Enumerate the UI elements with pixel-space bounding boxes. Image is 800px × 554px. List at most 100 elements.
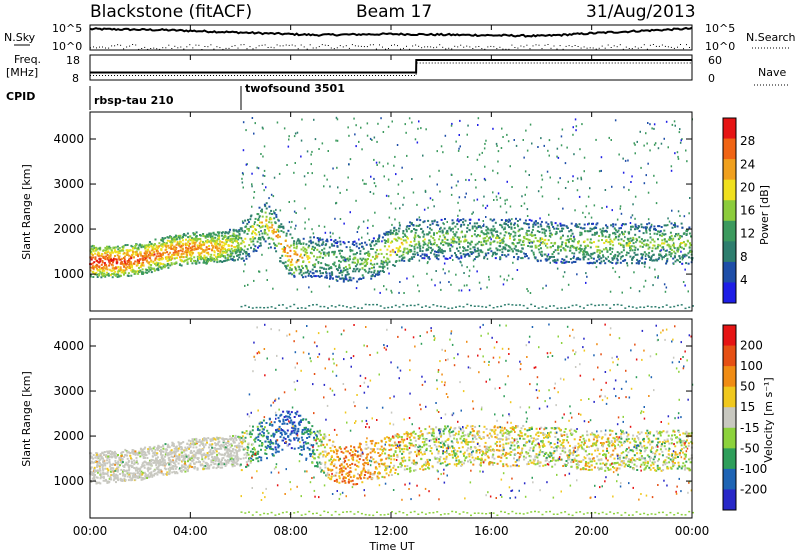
data-point — [443, 250, 446, 253]
data-point — [102, 473, 105, 476]
data-point — [90, 466, 93, 469]
data-point — [307, 255, 310, 258]
data-point — [156, 461, 159, 464]
data-point — [110, 257, 113, 260]
data-point — [156, 252, 159, 255]
data-point — [534, 237, 537, 239]
data-point — [331, 251, 334, 254]
data-point — [337, 275, 340, 278]
data-point — [288, 258, 291, 261]
data-point — [368, 304, 371, 306]
data-point — [136, 462, 139, 465]
data-point — [263, 145, 266, 148]
data-point — [293, 303, 296, 306]
data-point — [634, 249, 637, 252]
data-point — [165, 451, 168, 454]
data-point — [244, 263, 246, 266]
data-point — [96, 476, 99, 479]
data-point — [368, 255, 371, 258]
data-point — [325, 239, 328, 242]
data-point — [101, 452, 104, 455]
data-point — [614, 237, 617, 240]
data-point — [496, 241, 499, 244]
data-point — [125, 263, 128, 266]
data-point — [156, 473, 159, 476]
data-point — [597, 254, 600, 257]
data-point — [326, 264, 329, 267]
data-point — [658, 225, 661, 228]
data-point — [263, 169, 266, 172]
data-point — [537, 146, 539, 148]
data-point — [204, 236, 207, 239]
data-point — [378, 235, 381, 238]
data-point — [416, 246, 419, 249]
data-point — [231, 252, 234, 255]
data-point — [545, 284, 547, 287]
data-point — [164, 256, 167, 259]
data-point — [666, 257, 669, 260]
data-point — [165, 257, 168, 260]
data-point — [354, 265, 357, 268]
data-point — [100, 263, 103, 266]
data-point — [638, 290, 641, 293]
data-point — [536, 222, 539, 225]
data-point — [477, 305, 480, 307]
data-point — [124, 453, 127, 456]
data-point — [207, 258, 209, 260]
data-point — [162, 462, 165, 465]
data-point — [102, 476, 105, 479]
data-point — [584, 255, 587, 258]
data-point — [414, 138, 417, 141]
data-point — [167, 462, 170, 465]
data-point — [617, 254, 620, 257]
data-point — [210, 242, 213, 244]
data-point — [689, 244, 692, 246]
data-point — [570, 229, 572, 231]
data-point — [687, 262, 690, 265]
data-point — [334, 265, 337, 268]
data-point — [445, 231, 448, 234]
data-point — [636, 239, 638, 242]
data-point — [173, 253, 176, 256]
data-point — [344, 265, 347, 268]
data-point — [659, 230, 662, 233]
data-point — [265, 218, 268, 221]
data-point — [388, 272, 390, 275]
data-point — [391, 223, 393, 226]
data-point — [356, 280, 359, 283]
data-point — [688, 212, 690, 215]
data-point — [466, 253, 469, 256]
data-point — [154, 459, 157, 462]
data-point — [513, 139, 515, 141]
data-point — [419, 247, 422, 250]
data-point — [392, 250, 395, 253]
data-point — [424, 189, 427, 192]
data-point — [574, 118, 577, 121]
data-point — [382, 263, 385, 266]
data-point — [99, 270, 102, 273]
data-point — [577, 242, 580, 245]
data-point — [152, 470, 155, 473]
data-point — [638, 259, 641, 262]
noise-search-dot — [418, 45, 420, 47]
noise-search-dot — [637, 47, 639, 49]
data-point — [682, 241, 685, 243]
data-point — [496, 306, 499, 308]
data-point — [104, 275, 107, 278]
data-point — [617, 238, 620, 241]
data-point — [376, 303, 378, 306]
data-point — [216, 248, 219, 251]
data-point — [240, 237, 243, 240]
data-point — [272, 232, 275, 235]
data-point — [549, 261, 551, 264]
data-point — [413, 247, 416, 250]
data-point — [385, 240, 388, 242]
data-point — [468, 275, 470, 278]
data-point — [462, 253, 465, 256]
data-point — [373, 177, 375, 180]
data-point — [651, 127, 653, 130]
data-point — [172, 248, 175, 251]
data-point — [678, 255, 681, 258]
data-point — [99, 475, 102, 478]
data-point — [273, 212, 276, 214]
